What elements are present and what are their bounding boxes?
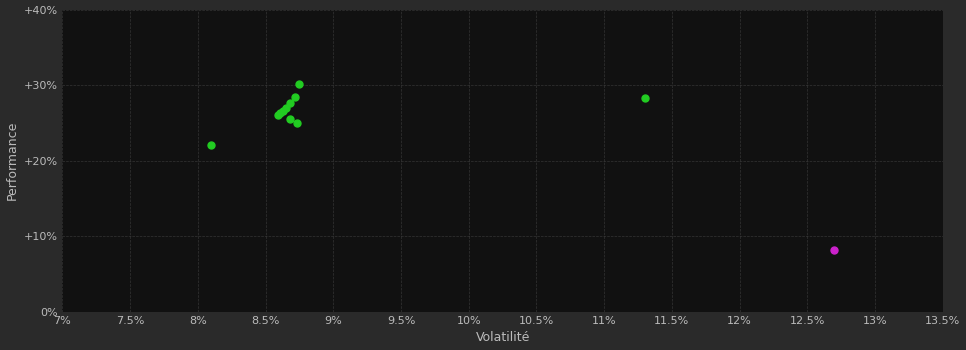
Point [282,116,298,122]
Point [292,81,307,86]
Point [282,100,298,106]
Point [289,120,304,126]
Y-axis label: Performance: Performance [6,121,18,200]
X-axis label: Volatilité: Volatilité [475,331,529,344]
Point [275,108,291,114]
Point [204,142,219,148]
Point [272,110,288,116]
Point [827,247,842,253]
Point [278,105,294,111]
Point [288,94,303,100]
Point [270,112,286,118]
Point [638,95,653,101]
